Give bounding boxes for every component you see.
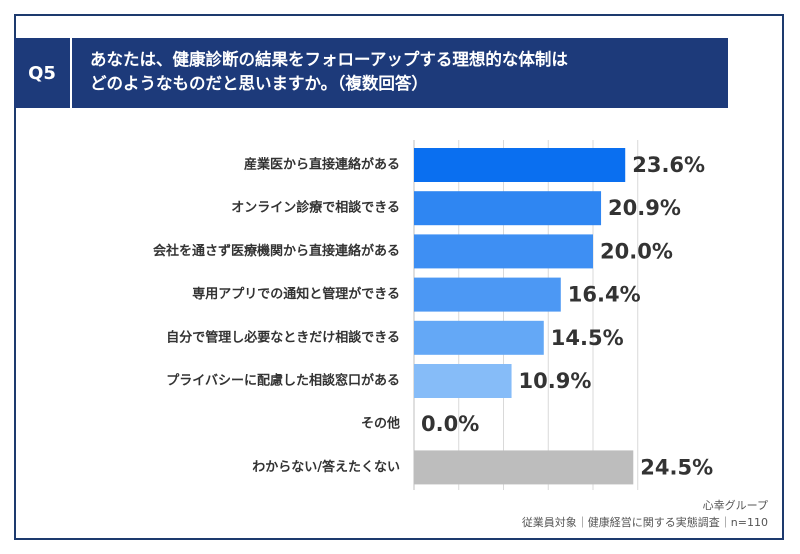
value-label: 0.0% [421, 412, 479, 436]
bar [414, 277, 561, 312]
question-number: Q5 [28, 62, 56, 84]
survey-info: 従業員対象｜健康経営に関する実態調査｜n=110 [521, 516, 768, 529]
category-label: 産業医から直接連絡がある [244, 157, 400, 173]
value-label: 24.5% [640, 455, 713, 479]
value-label: 23.6% [632, 153, 705, 177]
question-title-line-1: あなたは、健康診断の結果をフォローアップする理想的な体制は [90, 50, 568, 69]
category-label: 会社を通さず医療機関から直接連絡がある [153, 243, 400, 259]
bar [414, 148, 626, 182]
question-number-badge: Q5 [14, 38, 70, 108]
category-label: プライバシーに配慮した相談窓口がある [166, 373, 400, 389]
value-label: 16.4% [568, 283, 641, 307]
question-title-line-2: どのようなものだと思いますか。（複数回答） [90, 74, 428, 93]
bar [414, 450, 634, 485]
category-label: その他 [361, 416, 400, 432]
bar [414, 234, 593, 269]
value-label: 20.9% [608, 196, 681, 220]
value-label: 14.5% [551, 326, 624, 350]
category-label: 自分で管理し必要なときだけ相談できる [166, 329, 400, 345]
brand-name: 心幸グループ [702, 499, 768, 512]
bar [414, 364, 512, 398]
bar [414, 320, 544, 355]
category-label: 専用アプリでの通知と管理ができる [192, 286, 400, 302]
bar [414, 191, 602, 226]
value-label: 20.0% [600, 239, 673, 263]
value-label: 10.9% [519, 369, 592, 393]
category-label: わからない/答えたくない [252, 459, 400, 475]
question-title-box: あなたは、健康診断の結果をフォローアップする理想的な体制は どのようなものだと思… [72, 38, 728, 108]
category-label: オンライン診療で相談できる [231, 200, 400, 216]
